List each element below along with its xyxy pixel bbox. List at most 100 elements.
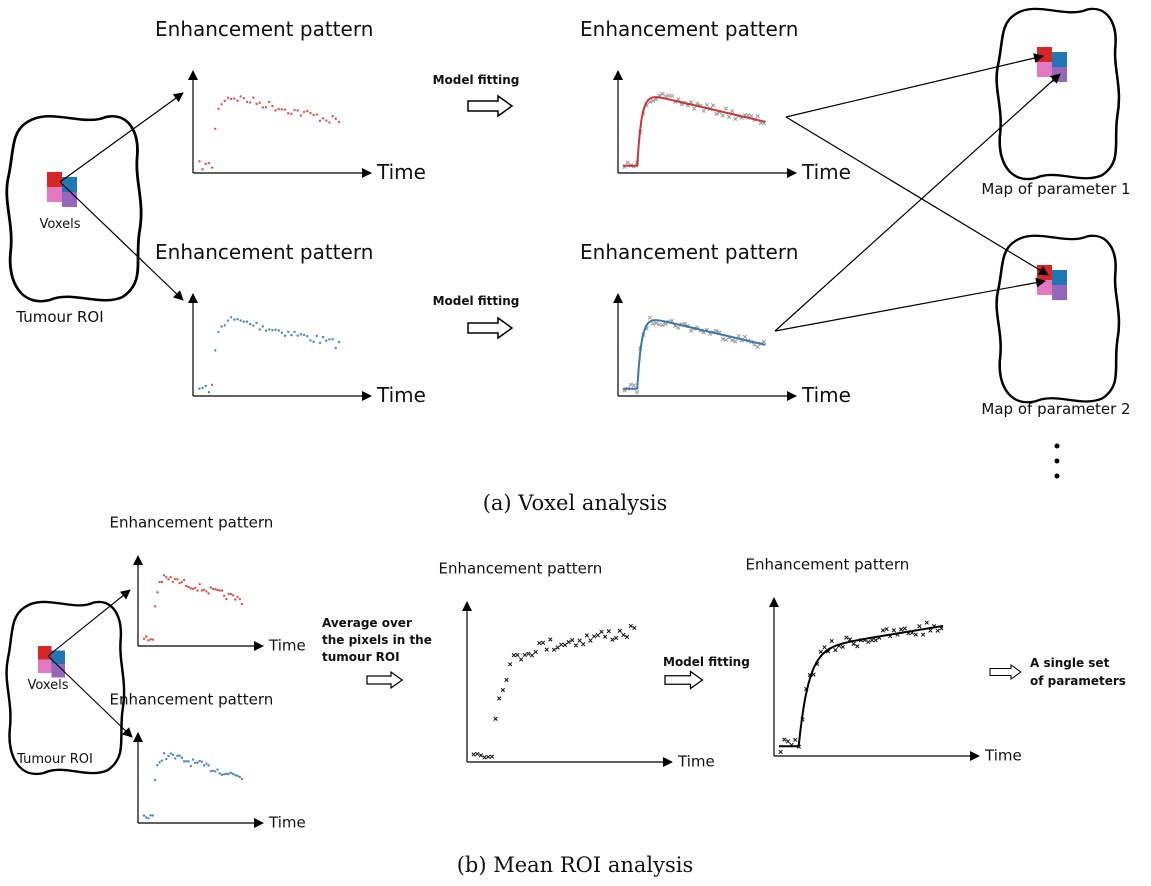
sample-point (845, 636, 849, 640)
sample-point (501, 688, 505, 692)
sample-point (596, 633, 600, 637)
plot: Enhancement patternTime (746, 555, 1022, 764)
sample-point (724, 338, 728, 342)
voxels-label: Voxels (39, 217, 80, 232)
sample-point (870, 639, 874, 643)
sample-point (921, 633, 925, 637)
roi-label: Tumour ROI (15, 308, 103, 326)
x-axis-label: Time (376, 383, 426, 407)
sample-point (823, 645, 827, 649)
sample-point (217, 108, 219, 110)
sample-point (290, 113, 292, 115)
sample-point (176, 578, 178, 580)
sample-point (239, 598, 241, 600)
sample-point (670, 94, 674, 98)
sample-point (208, 162, 210, 164)
plot: Enhancement patternTime (110, 690, 306, 831)
sample-point (661, 323, 665, 327)
sample-point (236, 100, 238, 102)
sample-point (207, 764, 209, 766)
average-line: tumour ROI (322, 650, 400, 664)
x-axis-label: Time (984, 747, 1022, 765)
sample-point (516, 653, 520, 657)
sample-point (205, 762, 207, 764)
sample-point (874, 638, 878, 642)
sample-point (214, 349, 216, 351)
sample-point (205, 590, 207, 592)
roi-label: Tumour ROI (16, 752, 93, 767)
sample-point (338, 121, 340, 123)
sample-point (158, 581, 160, 583)
sample-point (227, 773, 229, 775)
sample-point (172, 754, 174, 756)
sample-point (475, 752, 479, 756)
sample-point (205, 385, 207, 387)
sample-point (154, 605, 156, 607)
sample-point (255, 322, 257, 324)
sample-point (233, 318, 235, 320)
sample-point (293, 109, 295, 111)
arrow (48, 590, 130, 656)
sample-point (174, 578, 176, 580)
sample-point (241, 603, 243, 605)
ellipsis (1055, 444, 1060, 479)
sample-point (730, 339, 734, 343)
sample-point (211, 166, 213, 168)
sample-point (560, 643, 564, 647)
x-axis-label: Time (376, 160, 426, 184)
sample-point (479, 754, 483, 758)
sample-point (335, 347, 337, 349)
sample-point (541, 641, 545, 645)
sample-point (556, 646, 560, 650)
sample-point (899, 628, 903, 632)
sample-point (527, 652, 531, 656)
sample-point (281, 108, 283, 110)
sample-point (830, 639, 834, 643)
sample-point (239, 776, 241, 778)
sample-point (303, 111, 305, 113)
sample-point (512, 653, 516, 657)
sample-point (217, 331, 219, 333)
sample-point (214, 128, 216, 130)
average-line: Average over (322, 616, 412, 630)
sample-point (331, 338, 333, 340)
caption: (a) Voxel analysis (483, 491, 668, 515)
average-label: Average over the pixels in the tumour RO… (322, 616, 432, 664)
plot-title: Enhancement pattern (110, 690, 274, 708)
sample-point (170, 576, 172, 578)
sample-point (183, 579, 185, 581)
sample-point (223, 773, 225, 775)
sample-point (192, 588, 194, 590)
sample-point (236, 318, 238, 320)
sample-point (325, 119, 327, 121)
caption: (b) Mean ROI analysis (457, 853, 694, 877)
sample-point (243, 321, 245, 323)
sample-point (508, 662, 512, 666)
sample-point (936, 629, 940, 633)
sample-point (856, 645, 860, 649)
sample-point (892, 629, 896, 633)
sample-point (196, 762, 198, 764)
sample-point (230, 316, 232, 318)
sample-point (589, 639, 593, 643)
sample-point (198, 760, 200, 762)
sample-point (187, 760, 189, 762)
sample-point (552, 648, 556, 652)
plot: Enhancement patternTime (580, 240, 851, 407)
x-axis-label: Time (801, 383, 851, 407)
sample-point (227, 319, 229, 321)
sample-point (284, 108, 286, 110)
figure: Voxels Tumour ROI Model fitting Model fi… (0, 0, 1151, 886)
fit-curve (779, 626, 943, 746)
sample-point (300, 333, 302, 335)
sample-point (603, 635, 607, 639)
sample-point (210, 770, 212, 772)
plot: Enhancement patternTime (110, 513, 306, 654)
fit-arrow (468, 318, 512, 338)
sample-point (793, 738, 797, 742)
sample-point (198, 160, 200, 162)
sample-point (181, 757, 183, 759)
sample-point (756, 345, 760, 349)
sample-point (149, 814, 151, 816)
sample-point (578, 639, 582, 643)
